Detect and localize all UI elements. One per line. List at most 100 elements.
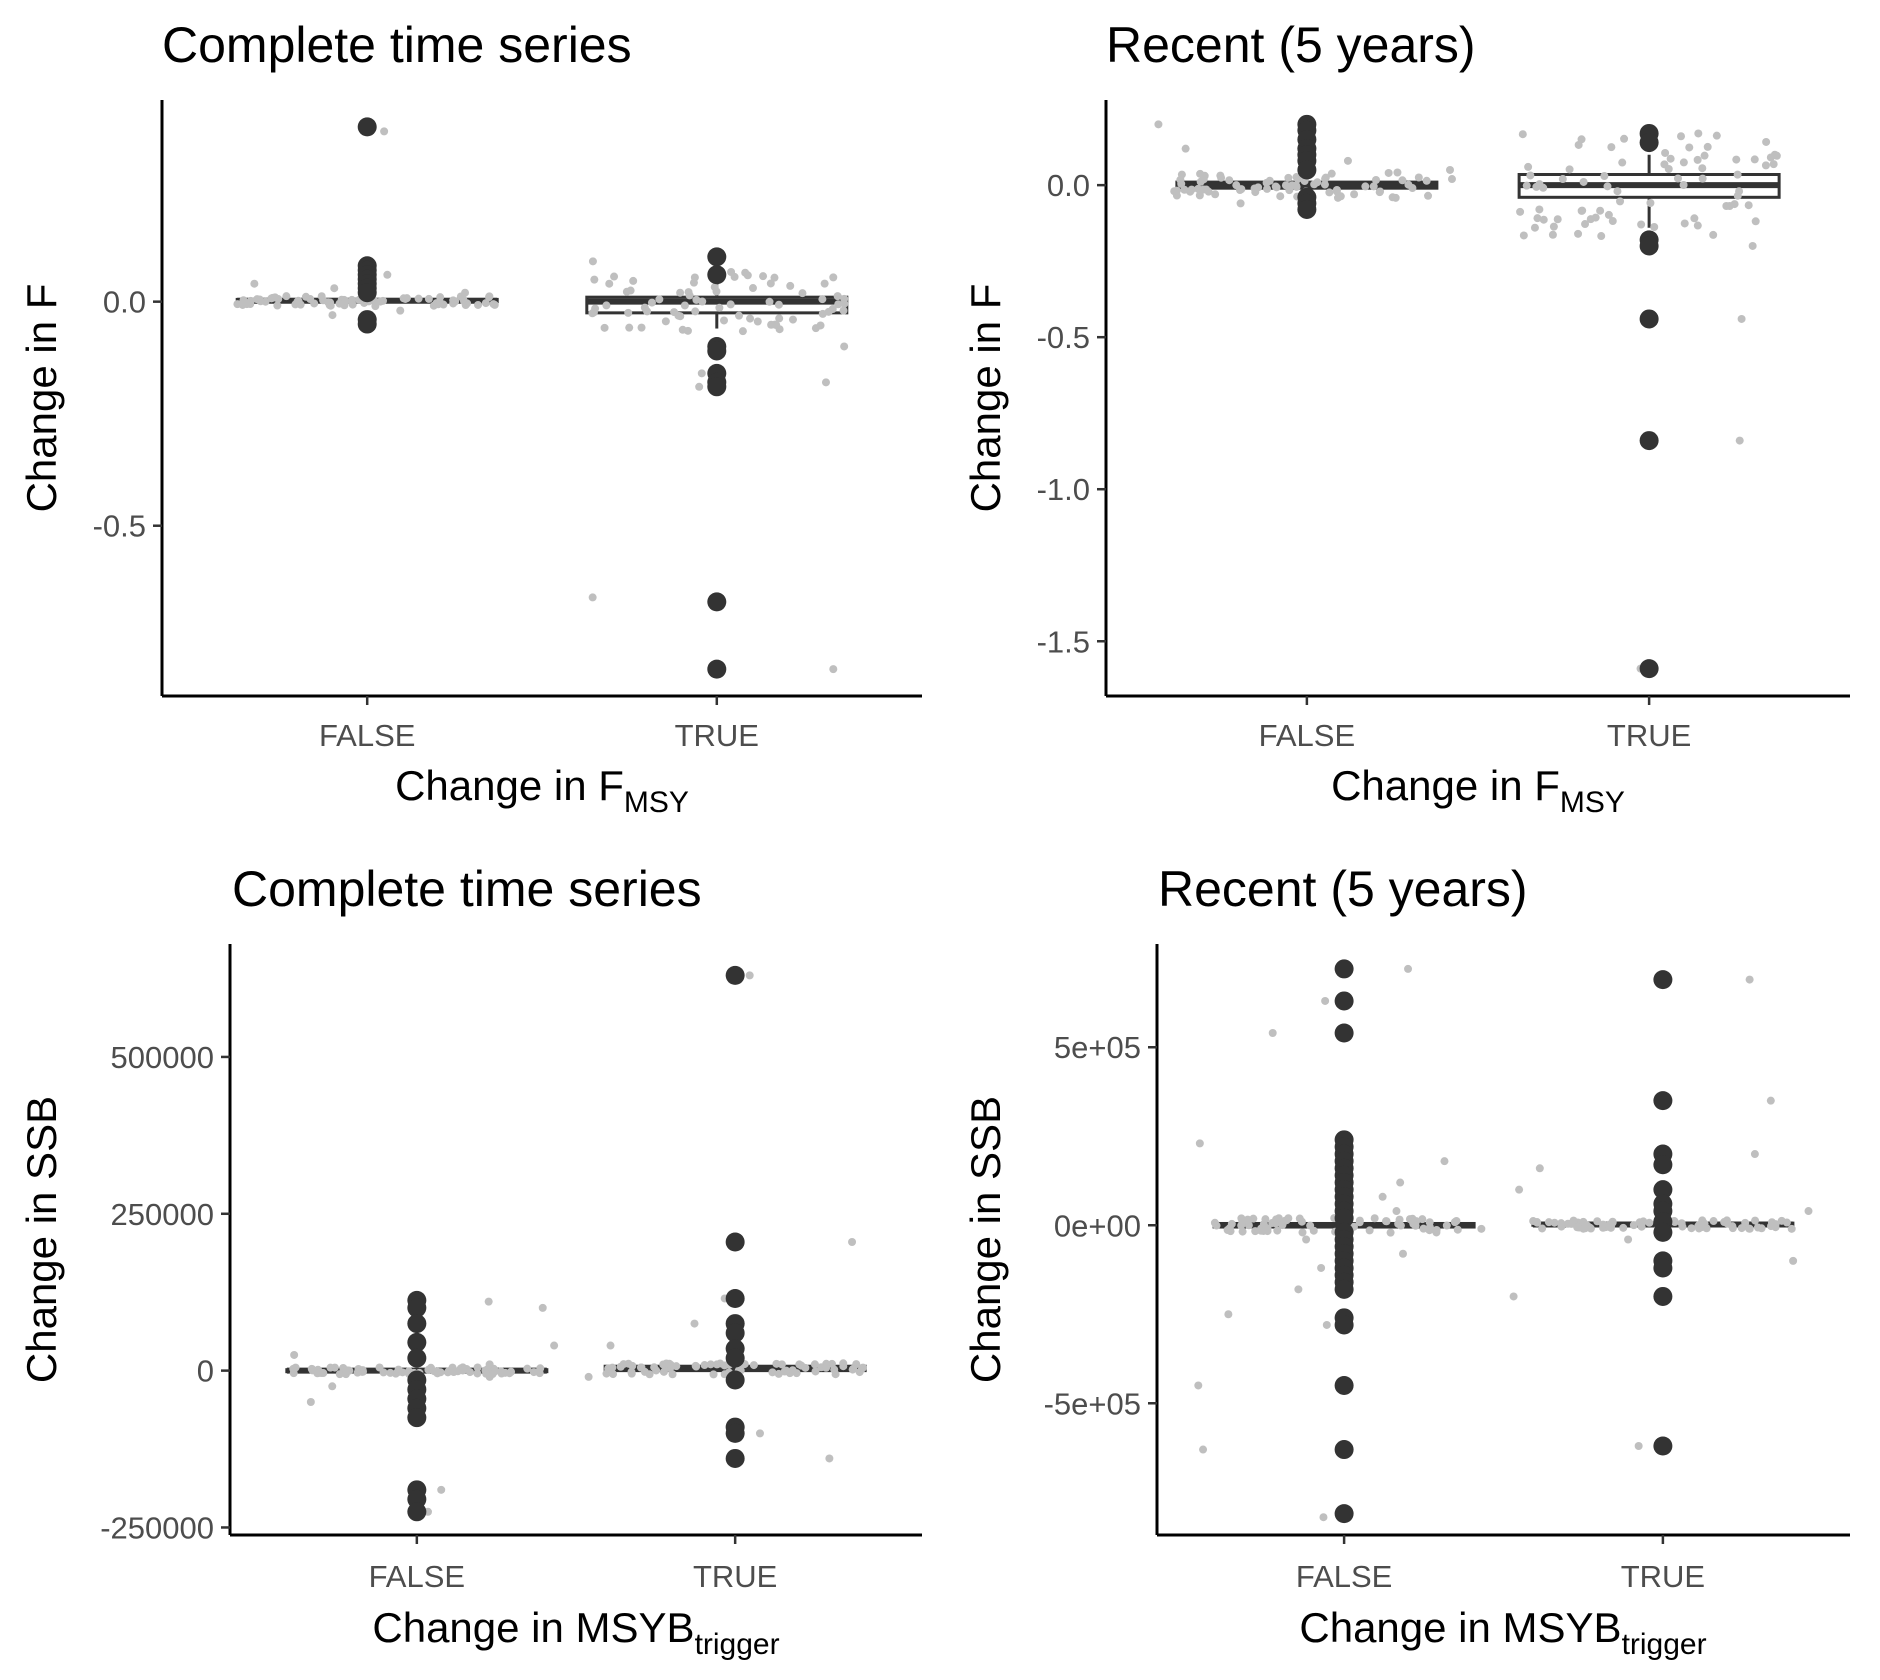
x-tick-label: TRUE bbox=[693, 1559, 777, 1594]
jitter-point bbox=[759, 272, 768, 281]
jitter-point bbox=[848, 1365, 857, 1374]
jitter-point bbox=[383, 270, 392, 279]
outlier-point bbox=[725, 1448, 745, 1468]
outlier-point bbox=[357, 314, 377, 334]
jitter-point bbox=[1325, 188, 1334, 197]
jitter-point bbox=[399, 294, 408, 303]
jitter-point bbox=[481, 299, 490, 308]
jitter-point bbox=[606, 1341, 615, 1350]
jitter-point bbox=[290, 1350, 299, 1359]
jitter-point bbox=[820, 279, 829, 288]
jitter-point bbox=[625, 323, 634, 332]
jitter-point bbox=[1365, 1226, 1374, 1235]
jitter-point bbox=[834, 300, 843, 309]
jitter-point bbox=[246, 296, 255, 305]
y-tick-label: 0e+00 bbox=[1054, 1208, 1141, 1243]
jitter-point bbox=[473, 1369, 482, 1378]
jitter-point bbox=[396, 306, 405, 315]
jitter-point bbox=[1804, 1207, 1813, 1216]
jitter-point bbox=[1262, 178, 1271, 187]
x-axis-label: Change in MSYBtrigger bbox=[372, 1604, 779, 1661]
jitter-point bbox=[1769, 160, 1778, 169]
jitter-point bbox=[1526, 171, 1535, 180]
jitter-point bbox=[1422, 176, 1431, 185]
jitter-point bbox=[1533, 214, 1542, 223]
jitter-point bbox=[1522, 181, 1531, 190]
outlier-point bbox=[707, 341, 727, 361]
jitter-point bbox=[1735, 436, 1744, 445]
outlier-point bbox=[1653, 1286, 1673, 1306]
jitter-point bbox=[398, 1368, 407, 1377]
outlier-point bbox=[1297, 160, 1317, 180]
jitter-point bbox=[353, 1368, 362, 1377]
jitter-point bbox=[1411, 1221, 1420, 1230]
jitter-point bbox=[474, 300, 483, 309]
x-axis-label: Change in FMSY bbox=[1331, 762, 1625, 819]
jitter-point bbox=[1375, 188, 1384, 197]
jitter-point bbox=[775, 314, 784, 323]
outlier-point bbox=[1334, 1208, 1354, 1228]
jitter-point bbox=[1382, 1217, 1391, 1226]
jitter-point bbox=[1629, 1221, 1638, 1230]
jitter-point bbox=[741, 268, 750, 277]
outlier-point bbox=[725, 1232, 745, 1252]
jitter-point bbox=[1598, 1220, 1607, 1229]
jitter-point bbox=[1450, 1218, 1459, 1227]
x-tick-label: TRUE bbox=[1607, 718, 1691, 753]
jitter-point bbox=[1217, 173, 1226, 182]
jitter-point bbox=[1243, 1215, 1252, 1224]
jitter-point bbox=[1712, 131, 1721, 140]
outlier-point bbox=[1653, 970, 1673, 990]
outlier-point bbox=[1639, 309, 1659, 329]
outlier-point bbox=[357, 283, 377, 303]
jitter-point bbox=[1199, 185, 1208, 194]
jitter-point bbox=[1557, 1219, 1566, 1228]
jitter-point bbox=[1321, 173, 1330, 182]
outlier-point bbox=[1334, 1440, 1354, 1460]
y-tick-label: -5e+05 bbox=[1044, 1386, 1141, 1421]
jitter-point bbox=[437, 1485, 446, 1494]
jitter-point bbox=[768, 1368, 777, 1377]
jitter-point bbox=[380, 127, 389, 136]
jitter-point bbox=[484, 293, 493, 302]
jitter-point bbox=[538, 1303, 547, 1312]
outlier-point bbox=[1639, 431, 1659, 451]
outlier-point bbox=[1653, 1222, 1673, 1242]
jitter-point bbox=[745, 971, 754, 980]
jitter-point bbox=[1698, 174, 1707, 183]
outlier-point bbox=[357, 117, 377, 137]
x-tick-label: TRUE bbox=[675, 718, 759, 753]
jitter-point bbox=[1603, 182, 1612, 191]
jitter-point bbox=[1596, 206, 1605, 215]
jitter-point bbox=[818, 309, 827, 318]
jitter-point bbox=[1369, 182, 1378, 191]
outlier-point bbox=[407, 1502, 427, 1522]
jitter-point bbox=[839, 1362, 848, 1371]
outlier-point bbox=[725, 1323, 745, 1343]
jitter-point bbox=[1210, 1218, 1219, 1227]
jitter-point bbox=[1687, 1224, 1696, 1233]
jitter-point bbox=[1737, 314, 1746, 323]
jitter-point bbox=[645, 1370, 654, 1379]
jitter-point bbox=[1709, 1217, 1718, 1226]
jitter-point bbox=[1350, 190, 1359, 199]
jitter-point bbox=[1693, 221, 1702, 230]
jitter-point bbox=[1211, 190, 1220, 199]
jitter-point bbox=[788, 315, 797, 324]
jitter-point bbox=[1616, 197, 1625, 206]
jitter-point bbox=[1195, 1139, 1204, 1148]
jitter-point bbox=[449, 296, 458, 305]
jitter-point bbox=[1538, 1224, 1547, 1233]
outlier-point bbox=[707, 377, 727, 397]
jitter-point bbox=[1750, 1150, 1759, 1159]
jitter-point bbox=[1664, 164, 1673, 173]
jitter-point bbox=[1518, 130, 1527, 139]
chart-title: Complete time series bbox=[162, 17, 632, 73]
jitter-point bbox=[602, 301, 611, 310]
jitter-point bbox=[1770, 150, 1779, 159]
jitter-point bbox=[1442, 1221, 1451, 1230]
jitter-point bbox=[1532, 182, 1541, 191]
y-tick-label: 0.0 bbox=[1047, 168, 1090, 203]
jitter-point bbox=[1388, 193, 1397, 202]
outlier-point bbox=[725, 1423, 745, 1443]
